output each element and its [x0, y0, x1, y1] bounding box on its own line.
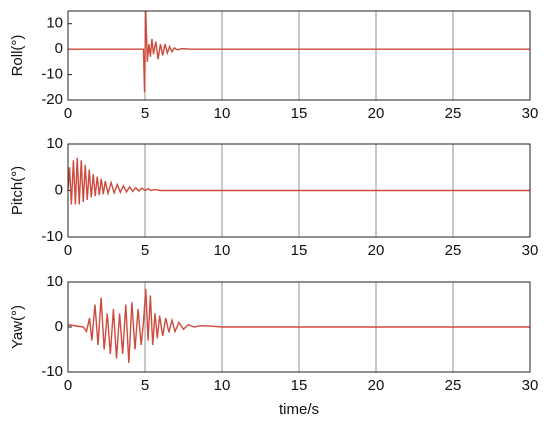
y-tick-label: 10	[46, 135, 63, 152]
y-tick-label: 10	[46, 15, 63, 32]
x-tick-label: 5	[141, 377, 149, 394]
x-tick-label: 10	[214, 105, 231, 122]
x-tick-label: 20	[368, 242, 385, 259]
y-tick-label: -10	[41, 66, 63, 83]
x-tick-label: 25	[445, 377, 462, 394]
data-line	[67, 157, 530, 205]
x-tick-label: 25	[445, 242, 462, 259]
x-tick-label: 15	[291, 105, 308, 122]
x-tick-label: 30	[522, 105, 539, 122]
x-tick-label: 30	[522, 377, 539, 394]
x-tick-label: 15	[291, 377, 308, 394]
x-tick-label: 0	[64, 377, 72, 394]
y-axis-label: Roll(°)	[9, 35, 26, 77]
x-tick-label: 10	[214, 242, 231, 259]
x-tick-label: 20	[368, 105, 385, 122]
x-tick-label: 25	[445, 105, 462, 122]
y-tick-label: -10	[41, 228, 63, 245]
x-tick-label: 5	[141, 105, 149, 122]
x-tick-label: 15	[291, 242, 308, 259]
x-axis-label: time/s	[279, 401, 319, 418]
y-tick-label: 0	[55, 40, 63, 57]
y-tick-label: -10	[41, 363, 63, 380]
y-tick-label: 10	[46, 273, 63, 290]
plot-frame	[67, 143, 531, 238]
x-tick-label: 5	[141, 242, 149, 259]
y-axis-label: Yaw(°)	[9, 305, 26, 349]
x-tick-label: 0	[64, 105, 72, 122]
y-tick-label: 0	[55, 181, 63, 198]
data-line	[68, 10, 530, 93]
plot-frame	[67, 10, 531, 101]
y-tick-label: 0	[55, 318, 63, 335]
y-tick-label: -20	[41, 91, 63, 108]
x-tick-label: 10	[214, 377, 231, 394]
x-tick-label: 30	[522, 242, 539, 259]
data-line	[67, 288, 530, 364]
y-axis-label: Pitch(°)	[9, 166, 26, 215]
x-tick-label: 20	[368, 377, 385, 394]
plot-frame	[67, 281, 531, 373]
x-tick-label: 0	[64, 242, 72, 259]
